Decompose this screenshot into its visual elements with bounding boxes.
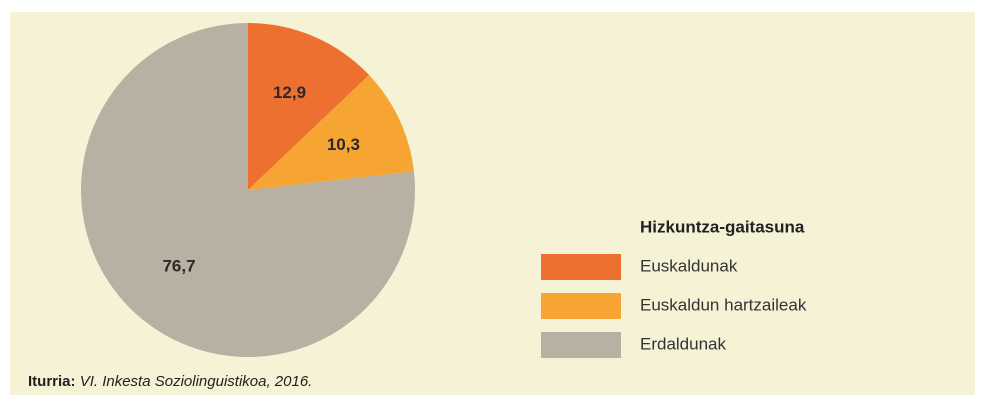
pie-slice (248, 75, 414, 190)
source-label: Iturria: (28, 373, 76, 390)
legend-label: Erdaldunak (640, 334, 727, 353)
legend-swatch (541, 332, 621, 358)
legend-label: Euskaldun hartzaileak (640, 295, 807, 314)
source-text: VI. Inkesta Soziolinguistikoa, 2016. (80, 373, 313, 390)
legend-swatch (541, 254, 621, 280)
value-label: 12,9 (273, 83, 306, 102)
pie-slice (248, 23, 370, 190)
legend-title: Hizkuntza-gaitasuna (640, 217, 805, 236)
value-label: 10,3 (327, 135, 360, 154)
value-label: 76,7 (162, 257, 195, 276)
pie-slice (81, 23, 416, 358)
source: Iturria: VI. Inkesta Soziolinguistikoa, … (28, 373, 312, 390)
legend-swatch (541, 293, 621, 319)
legend-label: Euskaldunak (640, 256, 738, 275)
